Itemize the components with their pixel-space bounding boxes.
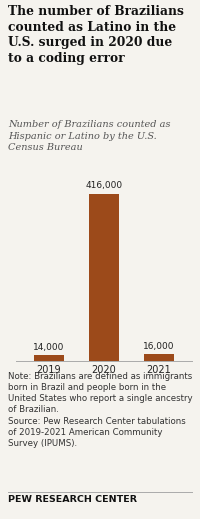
Bar xyxy=(89,194,119,361)
Text: The number of Brazilians
counted as Latino in the
U.S. surged in 2020 due
to a c: The number of Brazilians counted as Lati… xyxy=(8,5,184,65)
Bar xyxy=(34,355,64,361)
Text: PEW RESEARCH CENTER: PEW RESEARCH CENTER xyxy=(8,495,137,503)
Text: 14,000: 14,000 xyxy=(33,343,65,352)
Text: 416,000: 416,000 xyxy=(85,182,123,190)
Text: Number of Brazilians counted as
Hispanic or Latino by the U.S.
Census Bureau: Number of Brazilians counted as Hispanic… xyxy=(8,120,170,152)
Text: 16,000: 16,000 xyxy=(143,343,175,351)
Text: Note: Brazilians are defined as immigrants
born in Brazil and people born in the: Note: Brazilians are defined as immigran… xyxy=(8,372,193,448)
Bar xyxy=(144,354,174,361)
